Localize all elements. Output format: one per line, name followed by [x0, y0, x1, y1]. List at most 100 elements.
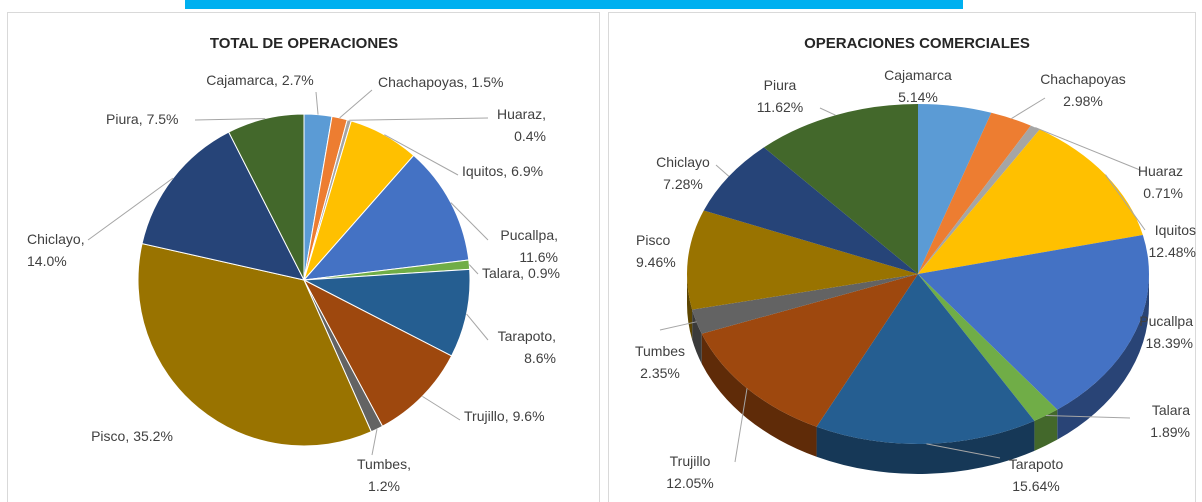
- label-category: Pisco: [91, 428, 125, 444]
- label-category: Tarapoto: [1009, 456, 1064, 472]
- label-category: Pucallpa: [500, 227, 554, 243]
- label-separator: ,: [520, 265, 524, 281]
- data-label: Chachapoyas, 1.5%: [378, 74, 503, 90]
- leader-line: [1046, 414, 1131, 419]
- label-value: 0.9%: [528, 265, 560, 281]
- label-value: 9.46%: [636, 254, 676, 270]
- label-category: Chiclayo: [656, 154, 710, 170]
- data-label: Pisco, 35.2%: [91, 428, 173, 444]
- label-value: 2.35%: [640, 365, 680, 381]
- slice: [918, 112, 1031, 274]
- label-category: Talara: [1152, 402, 1190, 418]
- label-value: 0.4%: [514, 128, 546, 144]
- data-label: Huaraz 0.71%: [1138, 163, 1183, 201]
- leader-line: [1105, 174, 1146, 231]
- label-category: Iquitos: [1155, 222, 1196, 238]
- label-category: Pisco: [636, 232, 670, 248]
- label-separator: ,: [407, 456, 411, 472]
- slice-side: [816, 420, 1035, 474]
- slice: [816, 274, 1035, 444]
- label-value: 35.2%: [133, 428, 173, 444]
- label-value: 1.89%: [1150, 424, 1190, 440]
- leader-line: [468, 264, 479, 275]
- leader-line: [194, 118, 266, 121]
- label-value: 2.98%: [1063, 93, 1103, 109]
- data-label: Iquitos 12.48%: [1149, 222, 1196, 260]
- label-value: 1.5%: [472, 74, 504, 90]
- data-label: Chachapoyas 2.98%: [1040, 71, 1126, 109]
- slice: [918, 234, 1149, 410]
- data-label: Chiclayo 7.28%: [656, 154, 710, 192]
- label-separator: ,: [505, 408, 509, 424]
- leader-line: [1011, 97, 1046, 119]
- label-value: 12.05%: [666, 475, 713, 491]
- leader-line: [819, 107, 836, 116]
- leader-line: [715, 164, 730, 177]
- label-value: 2.7%: [282, 72, 314, 88]
- label-value: 15.64%: [1012, 478, 1059, 494]
- leader-line: [87, 177, 174, 241]
- data-label: Tarapoto, 8.6%: [498, 328, 556, 366]
- leader-line: [384, 134, 459, 176]
- slice: [302, 268, 471, 357]
- data-label: Tumbes 2.35%: [635, 343, 685, 381]
- label-separator: ,: [274, 72, 278, 88]
- data-label: Iquitos, 6.9%: [462, 163, 543, 179]
- slice: [918, 274, 1058, 421]
- label-value: 1.2%: [368, 478, 400, 494]
- leader-line: [349, 117, 489, 121]
- slice-side: [701, 333, 817, 457]
- label-separator: ,: [503, 163, 507, 179]
- slice: [687, 210, 918, 310]
- label-category: Huaraz: [1138, 163, 1183, 179]
- label-category: Chiclayo: [27, 231, 81, 247]
- label-category: Talara: [482, 265, 520, 281]
- label-separator: ,: [542, 106, 546, 122]
- data-label: Pucallpa 18.39%: [1139, 313, 1193, 351]
- label-category: Cajamarca: [884, 67, 952, 83]
- data-label: Pucallpa, 11.6%: [500, 227, 558, 265]
- label-value: 7.5%: [147, 111, 179, 127]
- label-category: Trujillo: [670, 453, 711, 469]
- label-separator: ,: [81, 231, 85, 247]
- slice: [692, 274, 918, 334]
- leader-line: [422, 395, 461, 421]
- label-category: Tumbes: [635, 343, 685, 359]
- label-category: Tumbes: [357, 456, 407, 472]
- data-label: Piura, 7.5%: [106, 111, 179, 127]
- slice: [918, 129, 1143, 274]
- slice: [302, 278, 453, 427]
- data-label: Tarapoto 15.64%: [1009, 456, 1064, 494]
- label-separator: ,: [139, 111, 143, 127]
- label-category: Piura: [764, 77, 797, 93]
- data-label: Trujillo, 9.6%: [464, 408, 545, 424]
- data-label: Piura 11.62%: [757, 77, 803, 115]
- leader-line: [371, 429, 378, 456]
- label-value: 5.14%: [898, 89, 938, 105]
- slice: [763, 104, 918, 274]
- leader-line: [734, 388, 748, 463]
- slice: [703, 147, 918, 274]
- leader-line: [659, 321, 697, 331]
- label-value: 0.71%: [1143, 185, 1183, 201]
- leader-line: [339, 89, 373, 119]
- label-separator: ,: [125, 428, 129, 444]
- label-category: Chachapoyas: [1040, 71, 1126, 87]
- chart-title: OPERACIONES COMERCIALES: [804, 35, 1030, 52]
- label-category: Iquitos: [462, 163, 503, 179]
- label-value: 12.48%: [1149, 244, 1196, 260]
- label-category: Pucallpa: [1139, 313, 1193, 329]
- label-category: Huaraz: [497, 106, 542, 122]
- data-label: Tumbes, 1.2%: [357, 456, 411, 494]
- label-value: 18.39%: [1146, 335, 1193, 351]
- leader-line: [466, 313, 489, 341]
- label-category: Piura: [106, 111, 139, 127]
- data-label: Huaraz, 0.4%: [497, 106, 546, 144]
- leader-line: [1035, 127, 1141, 171]
- data-label: Cajamarca, 2.7%: [206, 72, 314, 88]
- label-category: Cajamarca: [206, 72, 274, 88]
- label-value: 11.62%: [757, 99, 803, 115]
- label-category: Tarapoto: [498, 328, 553, 344]
